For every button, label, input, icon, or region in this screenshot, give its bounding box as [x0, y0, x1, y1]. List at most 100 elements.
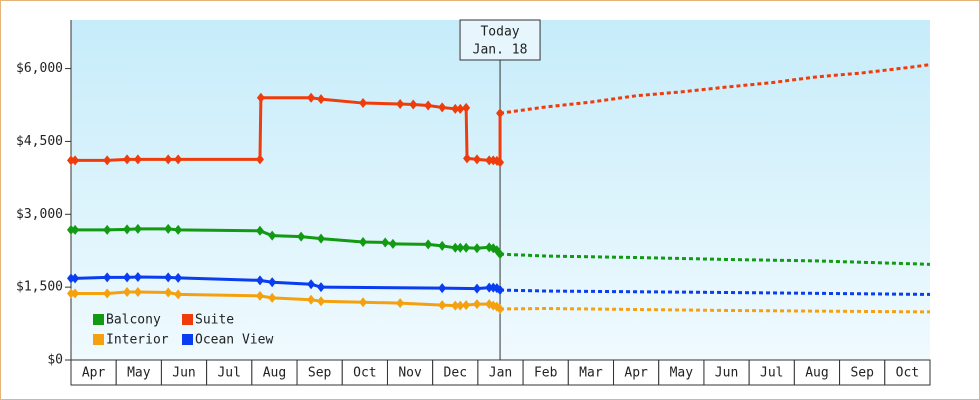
- point: [438, 283, 447, 294]
- point: [317, 233, 326, 244]
- point: [317, 282, 326, 293]
- point: [133, 287, 142, 297]
- y-tick-label: $4,500: [16, 134, 63, 149]
- y-tick-label: $3,000: [16, 207, 63, 222]
- point: [123, 224, 132, 235]
- point: [133, 223, 142, 234]
- point: [438, 102, 447, 113]
- point: [359, 98, 368, 109]
- point: [71, 288, 80, 299]
- forecast-line: [500, 307, 931, 314]
- x-tick-label: Oct: [353, 366, 376, 381]
- legend-swatch: [93, 314, 104, 325]
- legend-label: Suite: [195, 313, 234, 328]
- x-tick-label: Jun: [715, 366, 738, 381]
- x-tick-box: [160, 359, 208, 386]
- today-box: [459, 19, 541, 61]
- history-line: [71, 290, 501, 311]
- point: [268, 230, 277, 241]
- x-tick-box: [70, 359, 117, 386]
- point: [451, 242, 460, 253]
- point: [451, 300, 460, 311]
- point: [67, 224, 75, 235]
- point: [307, 92, 316, 103]
- x-tick-box: [477, 359, 524, 386]
- x-tick-label: Aug: [263, 366, 286, 381]
- point: [359, 297, 368, 308]
- legend-label: Interior: [106, 333, 169, 348]
- point: [438, 300, 447, 311]
- point: [164, 154, 173, 165]
- x-tick-label: May: [670, 366, 694, 381]
- point: [462, 300, 471, 311]
- point: [472, 283, 481, 294]
- x-tick-label: Feb: [534, 366, 558, 381]
- point: [103, 288, 112, 299]
- point: [462, 242, 471, 253]
- point: [424, 100, 433, 111]
- point: [255, 225, 264, 236]
- point: [388, 238, 397, 249]
- point: [123, 287, 132, 297]
- x-tick-box: [884, 359, 931, 386]
- point: [256, 92, 265, 103]
- x-tick-label: Aug: [805, 366, 828, 381]
- x-tick-label: Nov: [398, 366, 422, 381]
- x-tick-box: [206, 359, 253, 386]
- x-tick-label: Jan: [489, 366, 512, 381]
- point: [359, 236, 368, 247]
- point: [496, 249, 505, 260]
- x-tick-label: May: [127, 366, 151, 381]
- point: [451, 103, 460, 114]
- point: [164, 272, 173, 283]
- y-tick-label: $1,500: [16, 280, 63, 295]
- point: [456, 300, 465, 311]
- x-tick-box: [432, 359, 479, 386]
- point: [396, 298, 405, 309]
- x-tick-box: [386, 359, 434, 386]
- point: [268, 292, 277, 303]
- point: [307, 294, 316, 305]
- legend-label: Balcony: [106, 313, 161, 328]
- point: [174, 272, 183, 283]
- x-tick-box: [251, 359, 298, 386]
- point: [174, 289, 183, 300]
- x-tick-label: Sep: [850, 366, 874, 381]
- point: [463, 153, 472, 164]
- today-label: Jan. 18: [473, 43, 528, 58]
- point: [174, 224, 183, 235]
- x-tick-box: [658, 359, 705, 386]
- x-tick-label: Mar: [579, 366, 603, 381]
- x-tick-box: [341, 359, 388, 386]
- x-tick-label: Jul: [760, 366, 783, 381]
- point: [472, 154, 481, 165]
- point: [71, 224, 80, 235]
- point: [133, 154, 142, 165]
- y-tick-label: $0: [47, 353, 63, 368]
- point: [472, 243, 481, 254]
- point: [255, 290, 264, 301]
- today-label: Today: [480, 25, 519, 40]
- point: [438, 240, 447, 251]
- legend-swatch: [182, 314, 193, 325]
- x-tick-box: [793, 359, 841, 386]
- point: [496, 157, 505, 168]
- point: [456, 242, 465, 253]
- point: [133, 271, 142, 282]
- point: [317, 94, 326, 105]
- point: [164, 223, 173, 234]
- point: [381, 237, 390, 248]
- x-tick-label: Sep: [308, 366, 332, 381]
- point: [496, 108, 505, 119]
- x-tick-box: [748, 359, 795, 386]
- point: [67, 288, 75, 299]
- point: [297, 231, 306, 242]
- forecast-line: [500, 288, 931, 296]
- point: [67, 155, 75, 166]
- x-tick-box: [522, 359, 569, 386]
- x-tick-label: Apr: [624, 366, 648, 381]
- point: [472, 299, 481, 310]
- point: [164, 287, 173, 298]
- x-tick-label: Dec: [444, 366, 467, 381]
- point: [123, 154, 132, 165]
